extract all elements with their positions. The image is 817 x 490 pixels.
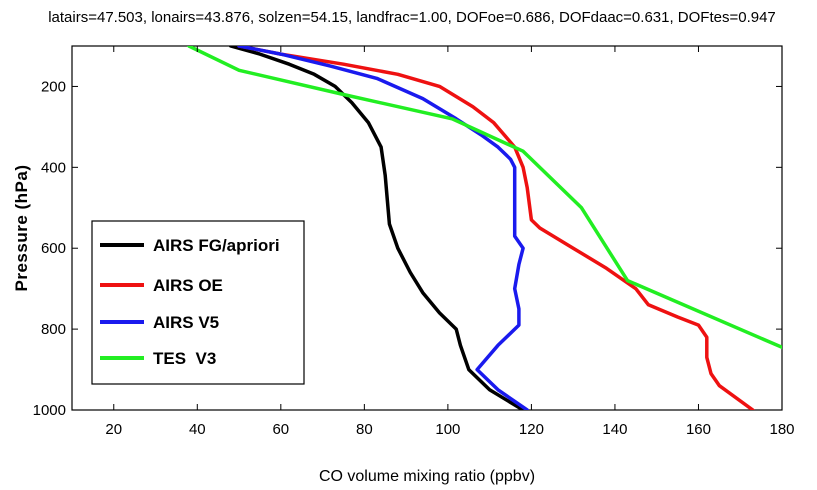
legend-label: TES V3 [153, 349, 216, 368]
y-tick-label: 400 [41, 159, 66, 176]
legend-label: AIRS FG/apriori [153, 236, 280, 255]
x-tick-label: 80 [356, 421, 373, 438]
y-tick-label: 600 [41, 240, 66, 257]
y-axis-label: Pressure (hPa) [12, 165, 31, 292]
chart-title: latairs=47.503, lonairs=43.876, solzen=5… [48, 9, 776, 26]
series-layer [187, 46, 782, 410]
y-axis: 200 400 600 800 1000 [33, 78, 782, 419]
x-tick-label: 180 [769, 421, 794, 438]
x-tick-label: 100 [435, 421, 460, 438]
series-line-airs-v5 [237, 46, 529, 410]
legend: AIRS FG/apriori AIRS OE AIRS V5 TES V3 [91, 220, 305, 385]
x-tick-label: 40 [189, 421, 206, 438]
series-line-airs-oe [237, 46, 755, 410]
y-tick-label: 200 [41, 78, 66, 95]
x-axis-label: CO volume mixing ratio (ppbv) [319, 468, 535, 485]
y-tick-label: 1000 [33, 402, 66, 419]
x-tick-label: 60 [272, 421, 289, 438]
x-tick-label: 20 [105, 421, 122, 438]
legend-label: AIRS V5 [153, 313, 219, 332]
x-axis: 20 40 60 80 100 120 140 160 180 [105, 46, 795, 438]
legend-label: AIRS OE [153, 276, 223, 295]
y-tick-label: 800 [41, 321, 66, 338]
series-line-tes-v3 [187, 46, 782, 350]
x-tick-label: 140 [602, 421, 627, 438]
series-line-airs-fg-apriori [228, 46, 525, 410]
legend-items: AIRS FG/apriori AIRS OE AIRS V5 TES V3 [100, 236, 280, 368]
x-tick-label: 120 [519, 421, 544, 438]
x-tick-label: 160 [686, 421, 711, 438]
